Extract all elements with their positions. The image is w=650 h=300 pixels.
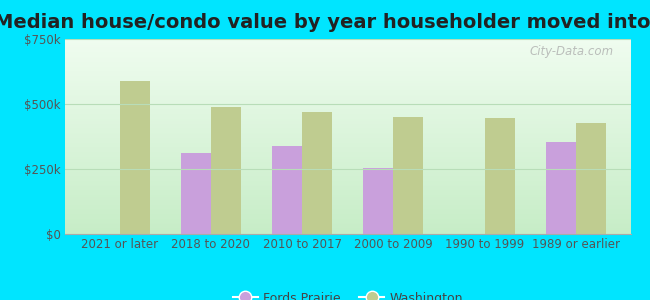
- Bar: [120, 81, 150, 234]
- Bar: [393, 117, 423, 234]
- Legend: Fords Prairie, Washington: Fords Prairie, Washington: [227, 287, 468, 300]
- Bar: [576, 124, 606, 234]
- Bar: [272, 146, 302, 234]
- Bar: [363, 168, 393, 234]
- Title: Median house/condo value by year householder moved into unit: Median house/condo value by year househo…: [0, 13, 650, 32]
- Bar: [546, 142, 576, 234]
- Text: City-Data.com: City-Data.com: [529, 45, 614, 58]
- Bar: [484, 118, 515, 234]
- Bar: [211, 106, 241, 234]
- Bar: [302, 112, 332, 234]
- Bar: [181, 153, 211, 234]
